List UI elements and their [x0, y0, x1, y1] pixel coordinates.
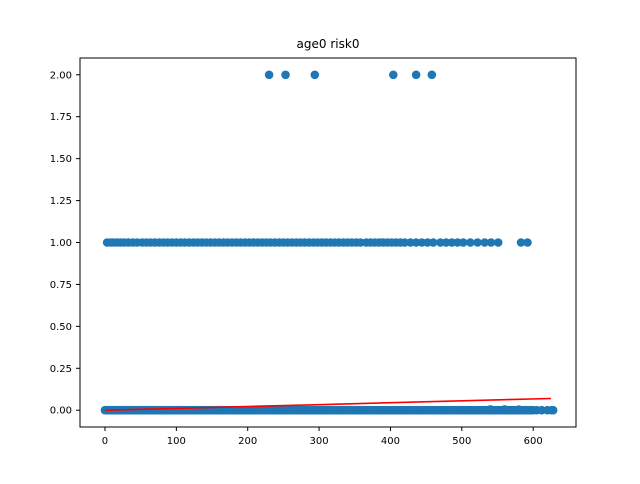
scatter-point: [389, 70, 398, 80]
y-tick-label: 2.00: [50, 70, 72, 81]
y-tick-label: 1.75: [50, 112, 72, 123]
scatter-point: [428, 238, 438, 247]
scatter-point: [427, 70, 437, 80]
scatter-point: [516, 238, 526, 247]
x-tick-label: 400: [381, 436, 400, 447]
scatter-point: [264, 70, 274, 80]
scatter-point: [523, 238, 532, 247]
scatter-point: [480, 238, 489, 247]
scatter-point: [310, 70, 320, 80]
scatter-point: [486, 405, 495, 414]
scatter-point: [281, 70, 290, 80]
y-tick-label: 0.50: [50, 322, 72, 333]
x-tick-label: 100: [167, 436, 186, 447]
x-tick-label: 600: [524, 436, 543, 447]
scatter-point: [411, 70, 421, 80]
y-tick-label: 0.00: [50, 406, 72, 417]
fit-line-layer: [104, 397, 552, 411]
y-tick-label: 1.50: [50, 154, 72, 165]
scatter-point: [473, 238, 482, 247]
scatter-point: [500, 405, 509, 414]
chart-title: age0 risk0: [297, 37, 360, 51]
y-tick-label: 0.75: [50, 280, 72, 291]
x-tick-label: 0: [102, 436, 108, 447]
fit-line: [104, 397, 552, 411]
x-tick-label: 200: [238, 436, 257, 447]
scatter-point: [466, 238, 475, 247]
y-tick-label: 1.00: [50, 238, 72, 249]
x-axis: 0 100 200 300 400 500 600: [102, 427, 543, 447]
scatter-point: [486, 238, 496, 247]
scatter-point: [514, 405, 524, 414]
y-tick-label: 1.25: [50, 196, 72, 207]
y-axis: 0.00 0.25 0.50 0.75 1.00 1.25 1.50 1.75 2.00: [50, 70, 80, 417]
points-layer: [100, 70, 558, 415]
scatter-point: [548, 405, 558, 415]
y-tick-label: 0.25: [50, 364, 72, 375]
x-tick-label: 300: [310, 436, 329, 447]
scatter-point: [493, 238, 503, 247]
x-tick-label: 500: [452, 436, 471, 447]
scatter-point: [458, 238, 468, 247]
